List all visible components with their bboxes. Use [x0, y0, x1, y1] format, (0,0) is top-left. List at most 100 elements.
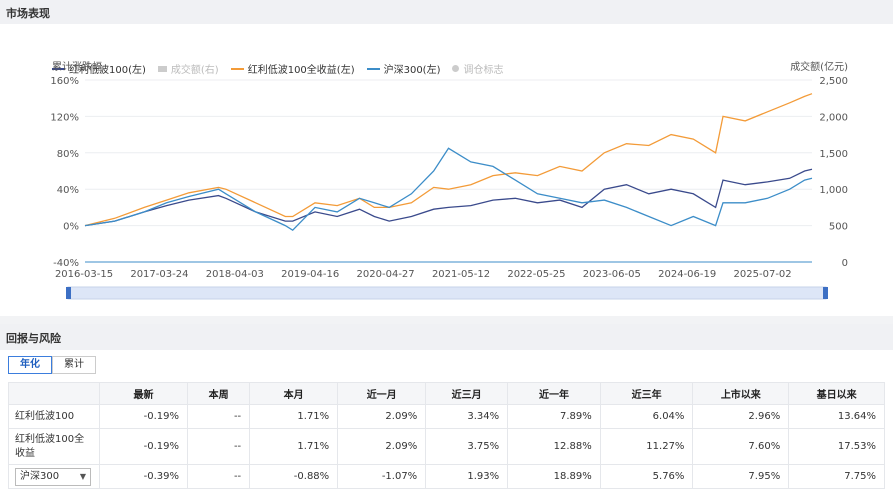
- legend-label: 红利低波100全收益(左): [247, 65, 355, 76]
- table-cell: --: [187, 464, 251, 489]
- tab-annual[interactable]: 年化: [8, 356, 52, 374]
- legend-swatch: [452, 65, 460, 72]
- table-cell: 7.95%: [692, 464, 790, 489]
- x-tick-label: 2019-04-16: [281, 269, 339, 280]
- table-cell: 2.09%: [337, 428, 427, 465]
- benchmark-select[interactable]: 沪深300 ▼: [15, 467, 91, 486]
- table-cell: -0.88%: [249, 464, 339, 489]
- table-row: 沪深300 ▼ -0.39% -- -0.88% -1.07% 1.93% 18.89% 5.7…: [8, 464, 885, 489]
- table-cell: -0.19%: [98, 428, 189, 465]
- table-header-cell: 近三月: [425, 382, 509, 405]
- y-tick-label: -40%: [53, 258, 79, 269]
- zoom-handle-right[interactable]: [823, 287, 828, 299]
- legend-item[interactable]: 红利低波100(左): [52, 61, 146, 76]
- table-header-cell: 上市以来: [692, 382, 790, 405]
- x-tick-label: 2025-07-02: [734, 269, 792, 280]
- table-cell: 5.76%: [599, 464, 694, 489]
- table-cell: --: [187, 428, 251, 465]
- x-tick-label: 2022-05-25: [507, 269, 565, 280]
- table-cell: -1.07%: [337, 464, 427, 489]
- table-header-cell: 本周: [187, 382, 251, 405]
- table-header-cell: 本月: [249, 382, 339, 405]
- legend-swatch: [157, 65, 167, 72]
- y-tick-label: 0%: [63, 222, 79, 233]
- legend-swatch: [366, 67, 380, 70]
- table-cell: 13.64%: [788, 404, 885, 429]
- legend-item[interactable]: 红利低波100全收益(左): [230, 61, 355, 76]
- table-cell: 3.75%: [425, 428, 509, 465]
- legend-label: 成交额(右): [170, 65, 219, 76]
- table-cell: 7.89%: [507, 404, 601, 429]
- chevron-down-icon: ▼: [79, 471, 86, 481]
- legend-label: 调仓标志: [463, 65, 504, 76]
- index-name-cell: 沪深300 ▼: [8, 464, 100, 489]
- y2-tick-label: 1,500: [819, 149, 848, 160]
- table-cell: 18.89%: [507, 464, 601, 489]
- table-cell: 1.71%: [249, 428, 339, 465]
- y2-tick-label: 2,500: [819, 76, 848, 87]
- table-header-cell: 基日以来: [788, 382, 885, 405]
- table-cell: --: [187, 404, 251, 429]
- series-line: [84, 168, 813, 227]
- return-section-header: 回报与风险: [0, 324, 893, 350]
- y-axis-title: 累计涨跌幅: [52, 60, 102, 73]
- legend-item[interactable]: 沪深300(左): [366, 61, 441, 76]
- zoom-handle-left[interactable]: [66, 287, 71, 299]
- table-cell: -0.39%: [98, 464, 189, 489]
- table-cell: -0.19%: [98, 404, 189, 429]
- zoom-slider-track: [67, 286, 827, 300]
- y2-tick-label: 1,000: [819, 185, 848, 196]
- table-header-cell: 近一年: [507, 382, 601, 405]
- index-name-cell: 红利低波100全收益: [8, 428, 100, 465]
- table-cell: 17.53%: [788, 428, 885, 465]
- y2-tick-label: 0: [842, 258, 848, 269]
- x-tick-label: 2020-04-27: [357, 269, 415, 280]
- legend-swatch: [230, 67, 244, 70]
- legend-label: 红利低波100(左): [69, 65, 146, 76]
- table-header-row: 最新 本周 本月 近一月 近三月 近一年 近三年 上市以来 基日以来: [8, 382, 885, 405]
- return-section-title: 回报与风险: [6, 332, 61, 345]
- chart-svg: 累计涨跌幅 成交额(亿元) 160% 2,500 120% 2,000 80% 1,500 40…: [50, 60, 848, 300]
- table-cell: 2.96%: [692, 404, 790, 429]
- y-tick-label: 120%: [50, 112, 79, 123]
- legend-item[interactable]: 调仓标志: [452, 61, 503, 76]
- index-name-cell: 红利低波100: [8, 404, 100, 429]
- table-header-cell: 近三年: [599, 382, 694, 405]
- market-section-header: 市场表现: [0, 0, 893, 24]
- x-tick-label: 2017-03-24: [130, 269, 188, 280]
- y-tick-label: 40%: [57, 185, 79, 196]
- series-line: [84, 93, 813, 227]
- table-cell: 12.88%: [507, 428, 601, 465]
- y2-axis-title: 成交额(亿元): [790, 60, 848, 73]
- table-header-cell: [8, 382, 100, 405]
- table-cell: 1.71%: [249, 404, 339, 429]
- tab-cumulative[interactable]: 累计: [52, 356, 96, 374]
- table-row: 红利低波100 -0.19% -- 1.71% 2.09% 3.34% 7.89% 6.04%…: [8, 404, 885, 429]
- y-tick-label: 160%: [50, 76, 79, 87]
- table-cell: 1.93%: [425, 464, 509, 489]
- legend-label: 沪深300(左): [383, 65, 441, 76]
- x-tick-label: 2016-03-15: [55, 269, 113, 280]
- table-body: 红利低波100 -0.19% -- 1.71% 2.09% 3.34% 7.89% 6.04%…: [8, 404, 885, 489]
- y2-tick-label: 500: [829, 222, 848, 233]
- y2-tick-label: 2,000: [819, 112, 848, 123]
- legend-swatch: [52, 67, 65, 70]
- x-tick-label: 2023-06-05: [583, 269, 641, 280]
- table-cell: 7.75%: [788, 464, 885, 489]
- benchmark-select-value: 沪深300: [20, 470, 60, 482]
- table-row: 红利低波100全收益 -0.19% -- 1.71% 2.09% 3.75% 12.88% 1…: [8, 428, 885, 465]
- table-cell: 2.09%: [337, 404, 427, 429]
- market-section-title: 市场表现: [6, 7, 50, 20]
- chart-legend: 红利低波100(左) 成交额(右) 红利低波100全收益(左) 沪深300(左) 调仓标…: [52, 61, 503, 76]
- table-cell: 7.60%: [692, 428, 790, 465]
- series-line: [84, 147, 813, 232]
- table-cell: 11.27%: [599, 428, 694, 465]
- return-table: 最新 本周 本月 近一月 近三月 近一年 近三年 上市以来 基日以来 红利低波100 -0.19%…: [8, 382, 885, 489]
- table-header-cell: 最新: [98, 382, 189, 405]
- chart-panel: 红利低波100(左) 成交额(右) 红利低波100全收益(左) 沪深300(左) 调仓标…: [0, 24, 893, 316]
- period-tabs: 年化 累计: [8, 356, 96, 374]
- table-cell: 6.04%: [599, 404, 694, 429]
- table-header-cell: 近一月: [337, 382, 427, 405]
- table-cell: 3.34%: [425, 404, 509, 429]
- legend-item[interactable]: 成交额(右): [157, 61, 219, 76]
